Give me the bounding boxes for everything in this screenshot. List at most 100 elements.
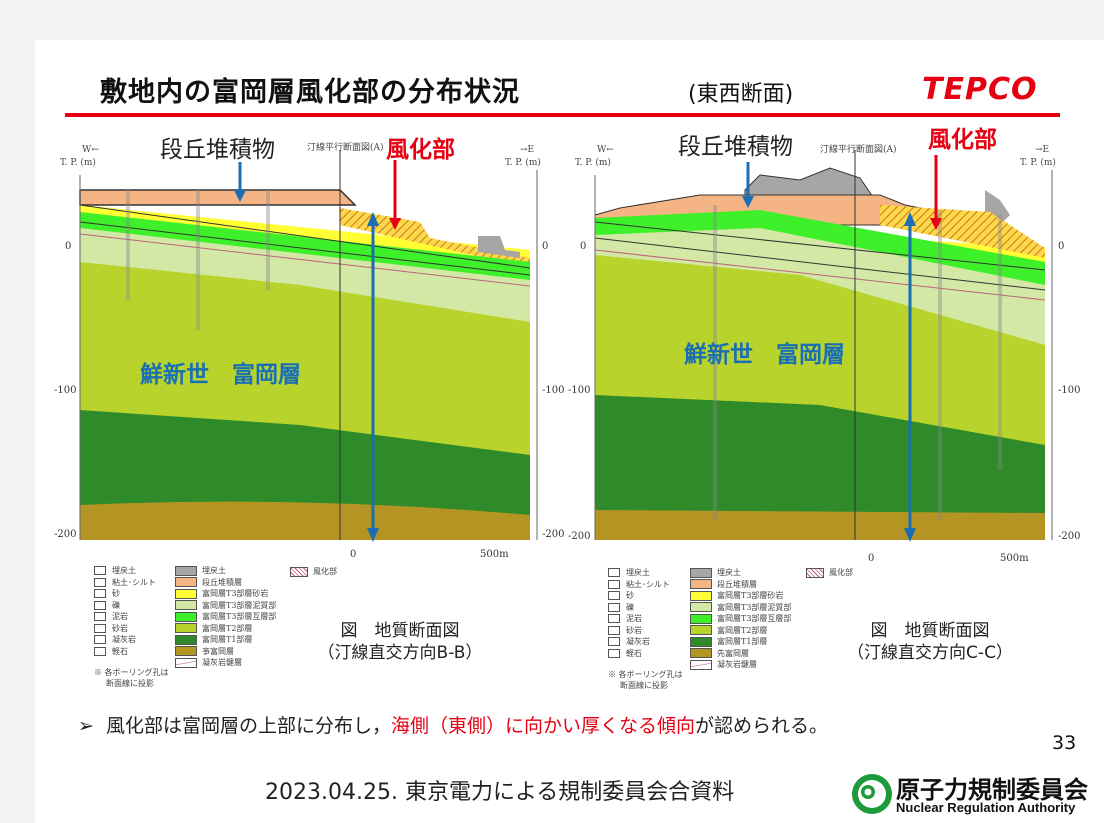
ytick: -200 — [54, 529, 77, 540]
scale-zero: 0 — [350, 549, 357, 560]
legend-item: 富岡層T3部層互層部 — [690, 613, 791, 625]
legend-item: 亊富岡層 — [175, 646, 276, 658]
ytick: -200 — [1058, 531, 1081, 542]
legend-swatch — [175, 634, 197, 645]
ytick: -200 — [568, 531, 591, 542]
legend-label: 段丘堆積層 — [202, 577, 242, 587]
legend-item: 富岡層T3部層砂岩 — [690, 590, 791, 602]
layer-backfill — [478, 236, 520, 258]
east-label: →E — [1035, 145, 1050, 155]
legend-swatch — [690, 625, 712, 636]
west-label: W← — [597, 145, 614, 155]
layer-terrace — [79, 189, 357, 206]
summary-bullet: ➢ 風化部は富岡層の上部に分布し，海側（東側）に向かい厚くなる傾向が認められる。 — [78, 715, 829, 737]
page-subtitle: (東西断面) — [688, 82, 794, 107]
legend-swatch — [690, 567, 712, 578]
legend-swatch — [690, 659, 712, 670]
layer-base — [80, 501, 530, 540]
tp-left-label: T. P. (m) — [60, 158, 96, 168]
ytick: -100 — [1058, 385, 1081, 396]
legend-item: 富岡層T3部層砂岩 — [175, 588, 276, 600]
legend-label: 段丘堆積層 — [717, 579, 757, 589]
legend-swatch — [690, 636, 712, 647]
legend-label: 先富岡層 — [717, 648, 749, 658]
legend-item: 埋戻土 — [690, 567, 791, 579]
scale-zero: 0 — [868, 553, 875, 564]
legend-boring: 埋戻土 粘土･シルト 砂 礫 泥岩 砂岩 凝灰岩 軽石 ※ 各ボーリング孔は 断… — [608, 568, 683, 690]
caption-bb: 図 地質断面図 （汀線直交方向B-B） — [317, 621, 483, 663]
legend-swatch — [175, 588, 197, 599]
legend-label: 富岡層T3部層互層部 — [202, 612, 277, 622]
nra-emblem-icon — [852, 774, 892, 814]
page-number: 33 — [1052, 732, 1077, 754]
inset-label: 汀線平行断面図(A) — [820, 145, 897, 155]
legend-label: 富岡層T2部層 — [717, 625, 768, 635]
scale-max: 500m — [1000, 553, 1029, 564]
legend-item: 埋戻土 — [175, 565, 276, 577]
section-cc — [594, 150, 1053, 542]
nra-name-en: Nuclear Regulation Authority — [896, 800, 1076, 815]
legend-item: 富岡層T1部層 — [690, 636, 791, 648]
caption-cc: 図 地質断面図 （汀線直交方向C-C） — [847, 621, 1013, 663]
page-title: 敷地内の富岡層風化部の分布状況 — [100, 77, 520, 108]
legend-label: 亊富岡層 — [202, 646, 234, 656]
legend-weathered: 風化部 — [806, 567, 853, 579]
layer-weathered — [880, 205, 1045, 258]
legend-swatch — [690, 648, 712, 659]
footer-source: 2023.04.25. 東京電力による規制委員会合資料 — [265, 780, 735, 805]
legend-swatch — [175, 600, 197, 611]
legend-swatch — [175, 611, 197, 622]
legend-label: 富岡層T3部層泥質部 — [717, 602, 792, 612]
ytick: -200 — [542, 529, 565, 540]
legend-label: 富岡層T3部層砂岩 — [717, 591, 784, 601]
legend-label: 埋戻土 — [717, 568, 741, 578]
tepco-logo: TEPCO — [922, 72, 1038, 107]
legend-label: 凝灰岩鍵層 — [202, 658, 242, 668]
legend-boring: 埋戻土 粘土･シルト 砂 礫 泥岩 砂岩 凝灰岩 軽石 ※ 各ボーリング孔は 断… — [94, 566, 169, 688]
legend-label: 富岡層T1部層 — [202, 635, 253, 645]
legend-item: 富岡層T3部層互層部 — [175, 611, 276, 623]
inset-label: 汀線平行断面図(A) — [307, 143, 384, 153]
cross-sections — [79, 150, 1053, 542]
legend-item: 先富岡層 — [690, 648, 791, 660]
annot-terrace: 段丘堆積物 — [678, 134, 793, 160]
legend-item: 富岡層T2部層 — [690, 625, 791, 637]
legend-item: 富岡層T3部層泥質部 — [690, 602, 791, 614]
annot-formation: 鮮新世 富岡層 — [684, 342, 845, 368]
legend-label: 富岡層T3部層砂岩 — [202, 589, 269, 599]
legend-label: 富岡層T3部層泥質部 — [202, 600, 277, 610]
ytick: 0 — [65, 241, 72, 252]
legend-item: 段丘堆積層 — [690, 579, 791, 591]
section-bb — [79, 150, 538, 542]
ytick: -100 — [568, 385, 591, 396]
legend-units: 埋戻土 段丘堆積層富岡層T3部層砂岩 富岡層T3部層泥質部 富岡層T3部層互層部 富岡層… — [690, 567, 791, 671]
legend-item: 富岡層T2部層 — [175, 623, 276, 635]
legend-swatch — [175, 577, 197, 588]
legend-item: 富岡層T3部層泥質部 — [175, 600, 276, 612]
annot-weathered: 風化部 — [928, 127, 997, 153]
legend-swatch — [175, 565, 197, 576]
ytick: 0 — [580, 241, 587, 252]
annot-terrace: 段丘堆積物 — [160, 137, 275, 163]
ytick: -100 — [54, 385, 77, 396]
legend-swatch — [690, 613, 712, 624]
legend-item: 凝灰岩鍵層 — [690, 659, 791, 671]
legend-label: 埋戻土 — [202, 566, 226, 576]
legend-units: 埋戻土 段丘堆積層富岡層T3部層砂岩 富岡層T3部層泥質部 富岡層T3部層互層部 富岡層… — [175, 565, 276, 669]
tp-left-label: T. P. (m) — [575, 158, 611, 168]
scale-max: 500m — [480, 549, 509, 560]
legend-swatch — [175, 623, 197, 634]
legend-label: 富岡層T2部層 — [202, 623, 253, 633]
legend-item: 凝灰岩鍵層 — [175, 657, 276, 669]
legend-item: 段丘堆積層 — [175, 577, 276, 589]
legend-label: 富岡層T1部層 — [717, 637, 768, 647]
annot-formation: 鮮新世 富岡層 — [140, 362, 301, 388]
ytick: -100 — [542, 385, 565, 396]
title-rule — [65, 113, 1060, 117]
east-label: →E — [520, 145, 535, 155]
layer-base — [595, 510, 1045, 540]
legend-weathered: 風化部 — [290, 566, 337, 578]
tp-right-label: T. P. (m) — [505, 158, 541, 168]
layer-t1 — [595, 395, 1045, 540]
ytick: 0 — [1058, 241, 1065, 252]
